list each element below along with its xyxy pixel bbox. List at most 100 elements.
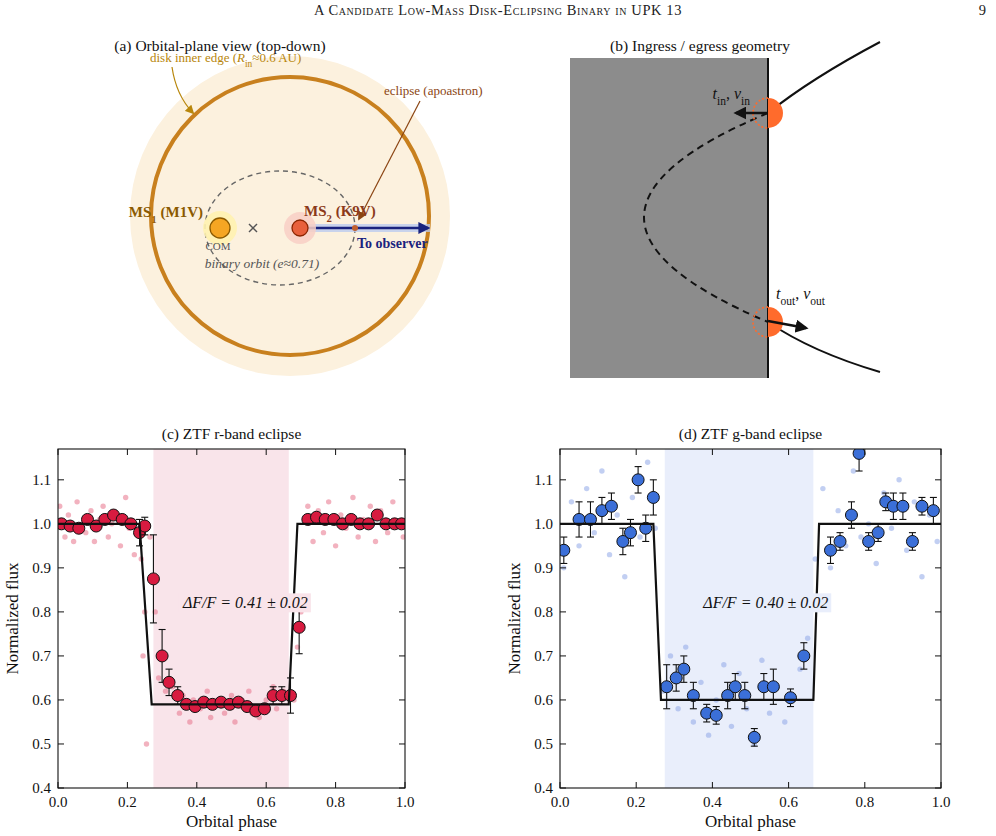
y-tick-label: 0.8 [32,604,51,620]
error-cap [787,688,794,689]
error-cap [159,629,166,630]
y-tick [560,743,566,744]
error-cap [690,682,697,683]
raw-point [66,512,71,517]
error-cap [703,704,710,705]
error-cap [713,724,720,725]
page-number: 9 [979,2,986,18]
binned-point [661,681,673,693]
model-curve [560,524,941,700]
ingress-label: tin, vin [713,85,751,107]
binned-point [147,573,159,585]
error-cap [741,682,748,683]
error-cap [837,532,844,533]
x-tick [864,449,865,455]
x-tick-label: 0.6 [779,794,798,810]
com-label: COM [205,240,230,252]
raw-point [62,534,67,539]
error-cap [848,501,855,502]
error-cap [930,497,937,498]
text-part: disk inner edge ( [150,50,237,65]
raw-point [630,495,635,500]
plot-area [560,449,941,788]
error-cap [856,470,863,471]
subscript: in [741,95,750,107]
raw-point [637,534,642,539]
raw-point [232,719,237,724]
eclipse-pointer [359,101,420,219]
x-tick-label: 1.0 [932,794,951,810]
error-cap [724,708,731,709]
raw-point [683,644,688,649]
error-cap [560,563,567,564]
x-tick [788,449,789,455]
error-cap [608,492,615,493]
binned-point [853,449,865,459]
disk-label: disk inner edge (Rin≈0.6 AU) [150,50,301,69]
x-tick [196,782,197,788]
x-tick [266,449,267,455]
annotation-group: ΔF/F = 0.40 ± 0.02 [699,593,831,612]
raw-point [401,534,405,539]
y-tick [560,567,566,568]
error-cap [770,704,777,705]
binned-point [624,527,636,539]
raw-point [820,486,825,491]
eclipse-point [352,225,358,231]
raw-point [896,477,901,482]
error-cap [587,501,594,502]
y-tick [935,567,941,568]
y-tick-label: 0.5 [32,736,51,752]
text-part: MS [129,204,152,220]
subscript: out [810,295,826,307]
error-cap [642,514,649,515]
error-cap [890,492,897,493]
y-tick [58,699,64,700]
y-tick [935,523,941,524]
raw-point [584,486,589,491]
error-cap [642,541,649,542]
error-cap [627,519,634,520]
y-tick-label: 1.1 [32,472,51,488]
x-tick [335,449,336,455]
observer-arrow [300,227,428,230]
text-part: MS [304,203,327,219]
error-cap [587,537,594,538]
binned-point [845,509,857,521]
raw-point [390,499,395,504]
binned-point [748,731,760,743]
error-cap [608,519,615,520]
raw-point [569,499,574,504]
y-tick-label: 1.0 [534,516,553,532]
error-cap [760,673,767,674]
raw-point [706,732,711,737]
y-tick [560,655,566,656]
subscript: out [780,295,796,307]
error-cap [800,669,807,670]
error-cap [174,686,181,687]
error-cap [650,514,657,515]
y-tick [560,699,566,700]
raw-point [919,574,924,579]
error-cap [899,492,906,493]
x-tick [941,782,942,788]
raw-point [177,710,182,715]
error-cap [703,721,710,722]
y-tick [560,788,566,789]
y-tick-label: 1.1 [534,472,553,488]
raw-point [205,688,210,693]
x-tick [712,782,713,788]
y-tick [58,479,64,480]
raw-point [123,495,128,500]
raw-point [350,495,355,500]
error-cap [713,706,720,707]
error-cap [918,497,925,498]
error-cap [278,686,285,687]
raw-point [229,693,234,698]
x-tick [788,782,789,788]
raw-point [721,662,726,667]
binned-point [678,663,690,675]
y-tick [935,655,941,656]
binned-point [605,500,617,512]
x-tick [712,449,713,455]
